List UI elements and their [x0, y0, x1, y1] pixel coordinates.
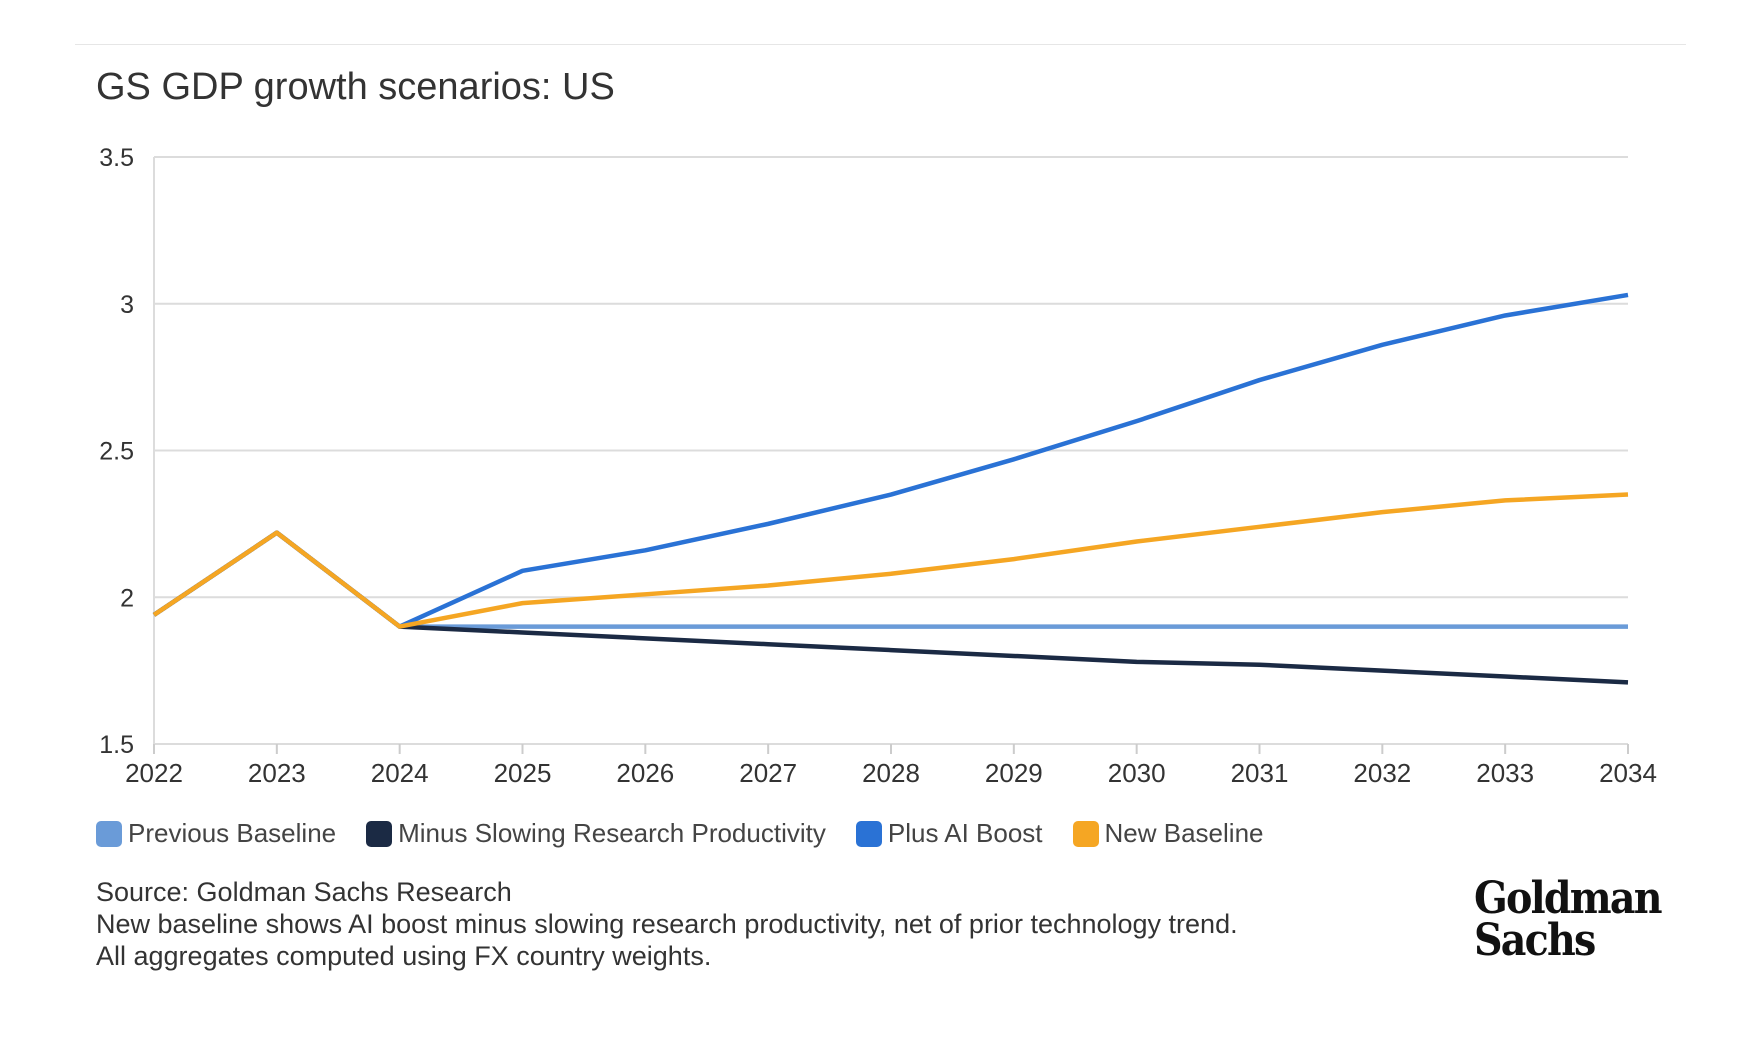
x-tick-label: 2032: [1353, 758, 1411, 788]
goldman-sachs-logo: Goldman Sachs: [1474, 873, 1663, 966]
series-line-new-baseline: [152, 492, 1629, 629]
chart-title: GS GDP growth scenarios: US: [96, 66, 615, 108]
y-tick-label: 2.5: [99, 438, 134, 466]
x-tick-label: 2023: [248, 758, 306, 788]
note-line-2: All aggregates computed using FX country…: [96, 941, 712, 971]
y-tick-label: 2: [120, 584, 134, 612]
legend-label: Previous Baseline: [128, 818, 337, 848]
x-tick-label: 2030: [1108, 758, 1166, 788]
y-tick-label: 3.5: [99, 144, 134, 172]
legend-swatch: [855, 820, 882, 847]
legend-item[interactable]: Previous Baseline: [96, 818, 336, 849]
series-line-previous-baseline: [152, 530, 1628, 629]
chart-notes: Source: Goldman Sachs Research New basel…: [96, 876, 1238, 972]
legend-label: New Baseline: [1104, 818, 1264, 848]
x-tick-label: 2029: [985, 758, 1043, 788]
legend-swatch: [366, 820, 393, 847]
x-tick-label: 2025: [494, 758, 552, 788]
x-tick-label: 2024: [371, 758, 429, 788]
legend-item[interactable]: Minus Slowing Research Productivity: [366, 818, 826, 849]
legend-swatch: [1072, 820, 1099, 847]
x-tick-label: 2026: [616, 758, 674, 788]
legend: Previous Baseline Minus Slowing Research …: [96, 818, 1264, 849]
legend-label: Plus AI Boost: [887, 818, 1043, 848]
top-divider: [75, 44, 1686, 45]
x-tick-label: 2031: [1231, 758, 1289, 788]
x-tick-label: 2022: [125, 758, 183, 788]
source-note: Source: Goldman Sachs Research: [96, 877, 512, 907]
legend-item[interactable]: Plus AI Boost: [855, 818, 1043, 849]
x-tick-label: 2033: [1476, 758, 1534, 788]
x-tick-label: 2027: [739, 758, 797, 788]
y-tick-label: 1.5: [99, 731, 134, 759]
x-tick-label: 2028: [862, 758, 920, 788]
legend-swatch: [96, 820, 122, 847]
y-tick-label: 3: [120, 291, 134, 319]
legend-label: Minus Slowing Research Productivity: [398, 818, 826, 848]
note-line-1: New baseline shows AI boost minus slowin…: [96, 909, 1238, 939]
x-tick-label: 2034: [1599, 758, 1657, 788]
series-line-plus-ai-boost: [152, 292, 1629, 629]
legend-item[interactable]: New Baseline: [1072, 818, 1264, 849]
